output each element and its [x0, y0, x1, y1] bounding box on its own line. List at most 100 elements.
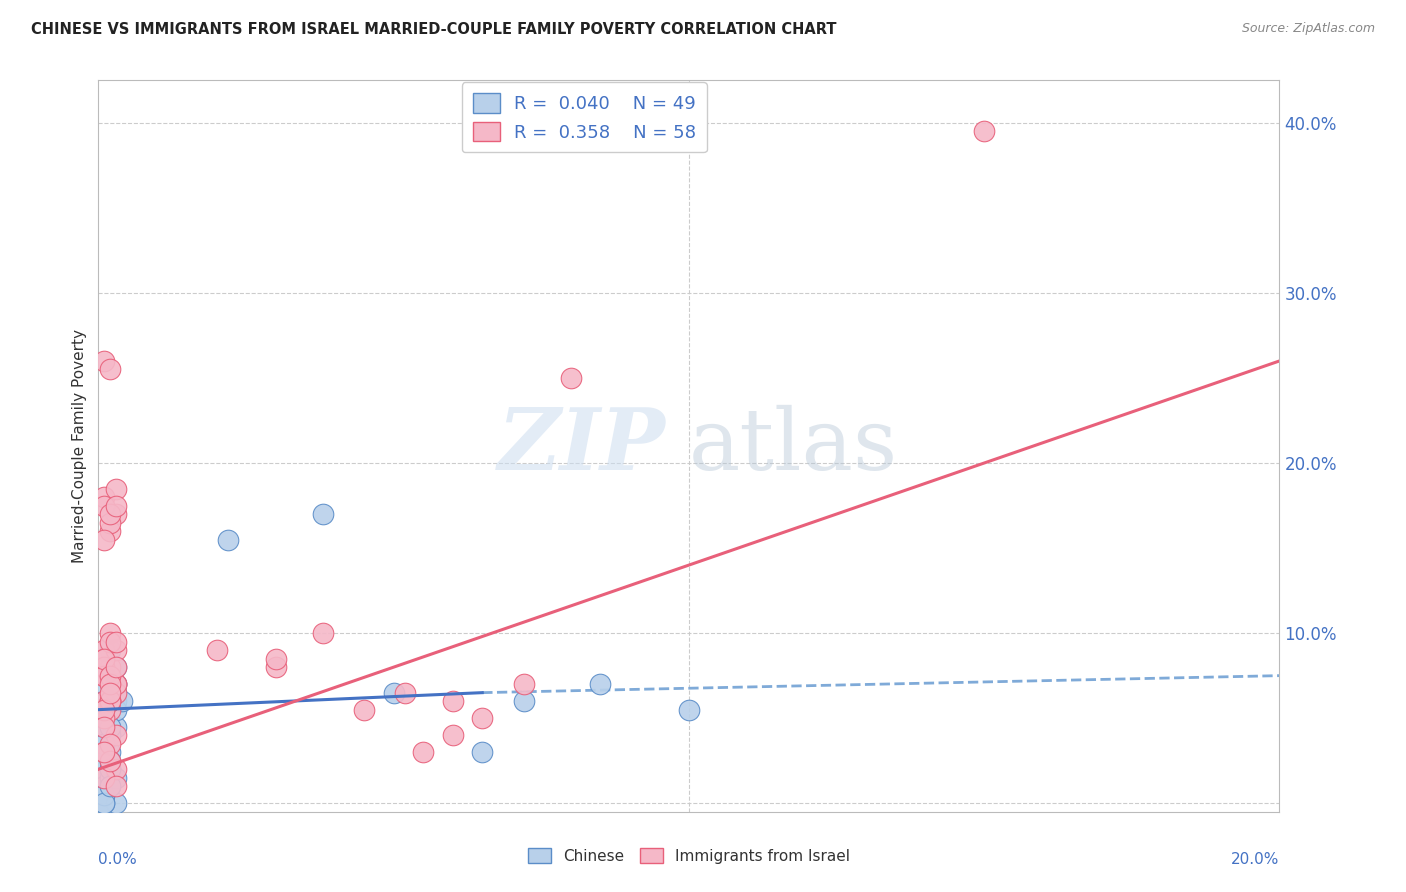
Point: [105, 728, 128, 742]
Point: [98, 762, 121, 776]
Point: [105, 677, 128, 691]
Text: Source: ZipAtlas.com: Source: ZipAtlas.com: [1241, 22, 1375, 36]
Point: [93, 643, 115, 657]
Point: [98, 668, 121, 682]
Point: [93, 788, 115, 802]
Point: [105, 686, 128, 700]
Point: [105, 643, 128, 657]
Point: [93, 796, 115, 810]
Point: [98, 694, 121, 708]
Point: [312, 626, 335, 640]
Point: [512, 677, 534, 691]
Text: ZIP: ZIP: [498, 404, 665, 488]
Point: [93, 499, 115, 513]
Point: [105, 634, 128, 648]
Point: [98, 754, 121, 768]
Point: [98, 720, 121, 734]
Point: [105, 507, 128, 521]
Point: [98, 762, 121, 776]
Point: [98, 779, 121, 793]
Point: [93, 728, 115, 742]
Point: [93, 533, 115, 547]
Point: [98, 362, 121, 376]
Point: [93, 354, 115, 368]
Point: [98, 634, 121, 648]
Point: [93, 754, 115, 768]
Point: [98, 754, 121, 768]
Point: [264, 651, 287, 665]
Point: [441, 728, 464, 742]
Point: [98, 668, 121, 682]
Point: [98, 737, 121, 751]
Point: [382, 686, 405, 700]
Point: [93, 788, 115, 802]
Point: [93, 694, 115, 708]
Point: [98, 728, 121, 742]
Point: [93, 703, 115, 717]
Point: [98, 677, 121, 691]
Point: [217, 533, 239, 547]
Point: [93, 677, 115, 691]
Point: [105, 703, 128, 717]
Point: [105, 694, 128, 708]
Point: [98, 745, 121, 759]
Text: 20.0%: 20.0%: [1232, 852, 1279, 867]
Point: [111, 694, 134, 708]
Point: [98, 516, 121, 530]
Point: [98, 694, 121, 708]
Legend: Chinese, Immigrants from Israel: Chinese, Immigrants from Israel: [522, 842, 856, 870]
Point: [93, 668, 115, 682]
Point: [98, 686, 121, 700]
Point: [98, 771, 121, 785]
Point: [93, 720, 115, 734]
Point: [93, 490, 115, 504]
Point: [98, 643, 121, 657]
Point: [98, 660, 121, 674]
Text: 0.0%: 0.0%: [98, 852, 138, 867]
Point: [471, 711, 494, 725]
Point: [678, 703, 700, 717]
Point: [93, 745, 115, 759]
Point: [441, 694, 464, 708]
Point: [105, 677, 128, 691]
Point: [105, 762, 128, 776]
Point: [93, 737, 115, 751]
Point: [98, 703, 121, 717]
Point: [105, 499, 128, 513]
Point: [93, 711, 115, 725]
Point: [98, 686, 121, 700]
Point: [93, 771, 115, 785]
Point: [105, 677, 128, 691]
Point: [93, 668, 115, 682]
Point: [98, 626, 121, 640]
Point: [93, 694, 115, 708]
Point: [105, 796, 128, 810]
Text: atlas: atlas: [689, 404, 898, 488]
Point: [105, 686, 128, 700]
Point: [512, 694, 534, 708]
Point: [93, 796, 115, 810]
Point: [105, 779, 128, 793]
Point: [93, 737, 115, 751]
Point: [205, 643, 228, 657]
Point: [93, 711, 115, 725]
Point: [98, 694, 121, 708]
Y-axis label: Married-Couple Family Poverty: Married-Couple Family Poverty: [72, 329, 87, 563]
Point: [93, 745, 115, 759]
Point: [98, 507, 121, 521]
Point: [105, 677, 128, 691]
Point: [98, 677, 121, 691]
Point: [98, 779, 121, 793]
Point: [93, 779, 115, 793]
Point: [973, 124, 995, 138]
Point: [93, 651, 115, 665]
Text: CHINESE VS IMMIGRANTS FROM ISRAEL MARRIED-COUPLE FAMILY POVERTY CORRELATION CHAR: CHINESE VS IMMIGRANTS FROM ISRAEL MARRIE…: [31, 22, 837, 37]
Point: [105, 771, 128, 785]
Point: [471, 745, 494, 759]
Point: [264, 660, 287, 674]
Point: [589, 677, 612, 691]
Point: [93, 651, 115, 665]
Point: [105, 720, 128, 734]
Point: [98, 703, 121, 717]
Point: [412, 745, 434, 759]
